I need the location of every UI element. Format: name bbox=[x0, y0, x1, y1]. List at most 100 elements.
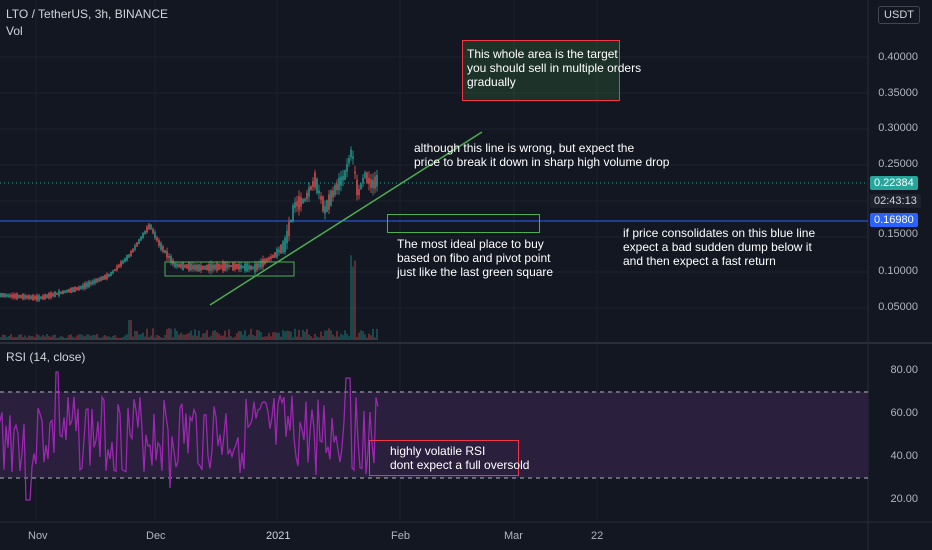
volume-bar bbox=[72, 336, 74, 340]
volume-bar bbox=[82, 335, 84, 340]
price-tick: 0.15000 bbox=[878, 228, 918, 240]
candle-body bbox=[298, 196, 300, 210]
volume-bar bbox=[36, 334, 38, 340]
candle-body bbox=[176, 263, 178, 267]
candle-body bbox=[326, 200, 328, 212]
currency-button[interactable]: USDT bbox=[878, 6, 920, 24]
volume-bar bbox=[318, 337, 320, 340]
candle-body bbox=[124, 258, 126, 262]
volume-bar bbox=[134, 330, 136, 340]
volume-bar bbox=[108, 336, 110, 340]
volume-bar bbox=[358, 332, 360, 340]
candle-body bbox=[370, 179, 372, 188]
candle-body bbox=[164, 250, 166, 254]
volume-bar bbox=[264, 336, 266, 340]
volume-bar bbox=[252, 334, 254, 340]
candle-body bbox=[4, 293, 6, 298]
volume-bar bbox=[246, 336, 248, 340]
volume-bar bbox=[314, 333, 316, 340]
volume-bar bbox=[140, 334, 142, 340]
volume-bar bbox=[182, 334, 184, 340]
candle-body bbox=[68, 288, 70, 293]
volume-bar bbox=[172, 337, 174, 340]
volume-bar bbox=[126, 334, 128, 340]
candle-body bbox=[86, 282, 88, 288]
price-tick: 0.30000 bbox=[878, 122, 918, 134]
volume-bar bbox=[292, 337, 294, 340]
candle-body bbox=[74, 286, 76, 293]
volume-bar bbox=[244, 330, 246, 340]
volume-bar bbox=[368, 333, 370, 340]
candle-body bbox=[288, 221, 290, 237]
volume-bar bbox=[330, 330, 332, 340]
time-label: Dec bbox=[146, 530, 166, 542]
volume-bar bbox=[190, 330, 192, 340]
candle-body bbox=[72, 287, 74, 293]
candle-body bbox=[18, 294, 20, 299]
candle-body bbox=[44, 293, 46, 300]
volume-bar bbox=[130, 320, 132, 340]
volume-bar bbox=[110, 337, 112, 340]
target-zone-box[interactable] bbox=[462, 40, 620, 101]
candle-body bbox=[26, 295, 28, 299]
trendline-note: although this line is wrong, but expect … bbox=[414, 141, 670, 169]
candle-body bbox=[28, 295, 30, 299]
volume-bar bbox=[206, 330, 208, 340]
candle-body bbox=[118, 264, 120, 268]
price-tick: 0.40000 bbox=[878, 51, 918, 63]
volume-bar bbox=[54, 334, 56, 340]
volume-bar bbox=[366, 337, 368, 340]
volume-bar bbox=[376, 328, 378, 340]
volume-bar bbox=[162, 337, 164, 340]
candle-body bbox=[120, 261, 122, 267]
rsi-line bbox=[0, 371, 379, 501]
volume-bar bbox=[112, 335, 114, 340]
volume-bar bbox=[240, 331, 242, 340]
volume-bar bbox=[268, 333, 270, 340]
rsi-tick: 40.00 bbox=[890, 450, 918, 462]
candle-body bbox=[312, 181, 314, 187]
candle-body bbox=[256, 263, 258, 271]
candle-body bbox=[368, 177, 370, 184]
candle-body bbox=[100, 276, 102, 281]
candle-body bbox=[322, 196, 324, 212]
volume-bar bbox=[114, 335, 116, 340]
candle-body bbox=[34, 296, 36, 300]
candle-body bbox=[16, 293, 18, 300]
volume-bar bbox=[234, 336, 236, 340]
volume-bar bbox=[20, 334, 22, 340]
volume-bar bbox=[86, 334, 88, 340]
candle-body bbox=[102, 276, 104, 281]
volume-bar bbox=[94, 335, 96, 340]
volume-bar bbox=[10, 334, 12, 340]
candle-body bbox=[266, 258, 268, 263]
volume-bar bbox=[204, 333, 206, 340]
volume-bar bbox=[278, 332, 280, 340]
volume-bar bbox=[320, 331, 322, 340]
candle-body bbox=[126, 255, 128, 261]
symbol-title[interactable]: LTO / TetherUS, 3h, BINANCE bbox=[6, 7, 169, 21]
volume-bar bbox=[154, 337, 156, 340]
candle-body bbox=[162, 246, 164, 252]
volume-bar bbox=[68, 334, 70, 340]
candle-body bbox=[244, 263, 246, 271]
candle-body bbox=[152, 228, 154, 234]
rsi-note-box[interactable] bbox=[369, 440, 519, 476]
candle-body bbox=[238, 263, 240, 270]
time-label: Feb bbox=[391, 530, 410, 542]
volume-bar bbox=[48, 336, 50, 340]
volume-bar bbox=[194, 329, 196, 340]
buy-zone-box[interactable] bbox=[387, 214, 540, 233]
candle-body bbox=[14, 294, 16, 299]
volume-bar bbox=[228, 329, 230, 340]
bar-countdown-tag: 02:43:13 bbox=[870, 194, 921, 208]
candle-body bbox=[214, 264, 216, 270]
blue-line-price-tag: 0.16980 bbox=[870, 213, 918, 227]
candle-body bbox=[110, 271, 112, 277]
volume-bar bbox=[312, 337, 314, 340]
candle-body bbox=[228, 265, 230, 268]
volume-bar bbox=[274, 331, 276, 340]
candle-body bbox=[360, 183, 362, 190]
volume-bar bbox=[230, 336, 232, 340]
